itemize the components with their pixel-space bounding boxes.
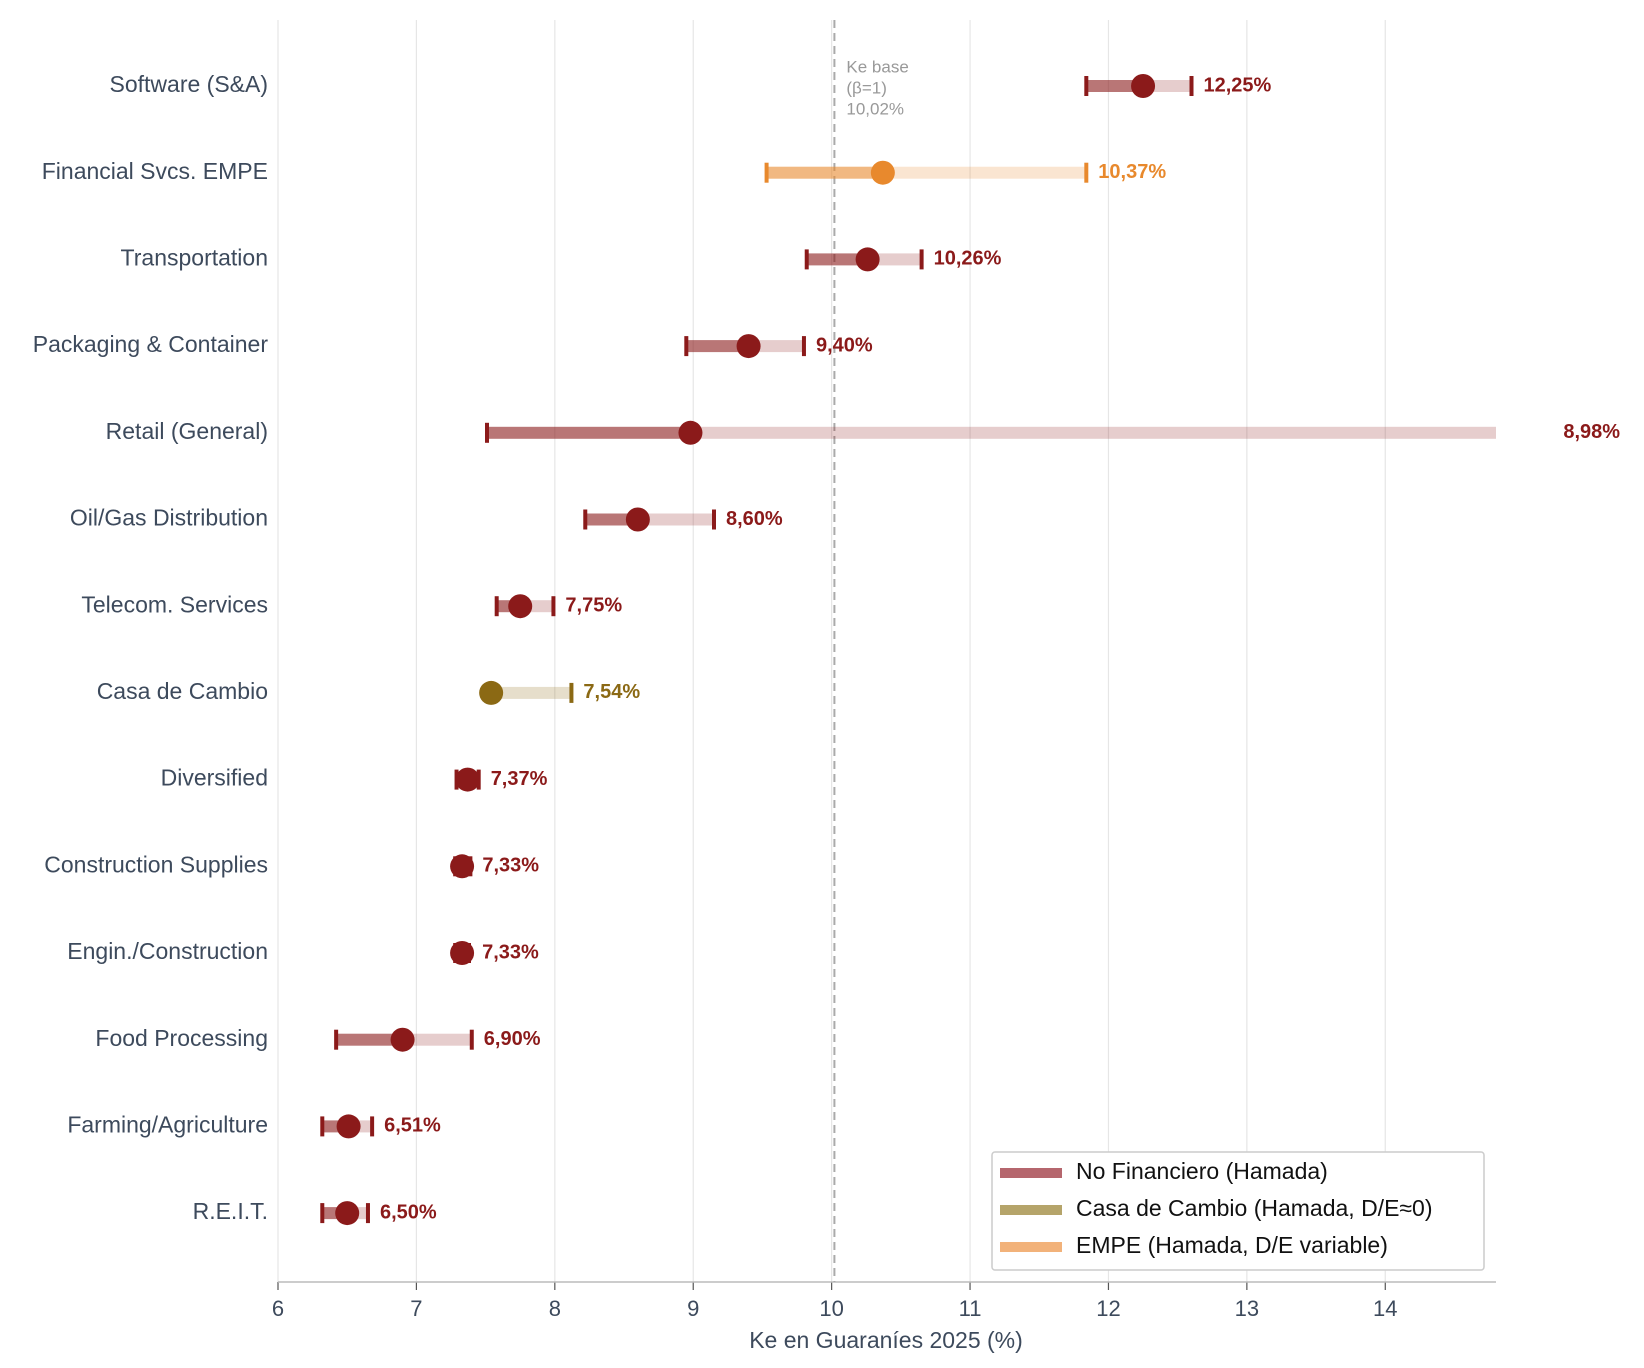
range-upper bbox=[867, 253, 922, 266]
value-label: 7,54% bbox=[583, 681, 640, 703]
range-upper bbox=[637, 513, 714, 526]
range-lower bbox=[806, 253, 868, 266]
legend-label: EMPE (Hamada, D/E variable) bbox=[1076, 1232, 1388, 1258]
y-tick-label: Software (S&A) bbox=[110, 71, 269, 97]
legend-swatch bbox=[1000, 1242, 1062, 1252]
dot bbox=[335, 1201, 360, 1226]
range-upper bbox=[491, 686, 572, 699]
reference-label: Ke base bbox=[846, 57, 908, 76]
x-tick-label: 12 bbox=[1096, 1296, 1120, 1321]
value-label: 8,98% bbox=[1563, 421, 1620, 443]
x-tick-label: 10 bbox=[819, 1296, 843, 1321]
range-lower bbox=[585, 513, 638, 526]
reference-label: 10,02% bbox=[846, 99, 904, 118]
value-label: 12,25% bbox=[1204, 74, 1272, 96]
value-label: 7,33% bbox=[482, 941, 539, 963]
legend-label: No Financiero (Hamada) bbox=[1076, 1158, 1328, 1184]
y-tick-label: Telecom. Services bbox=[81, 591, 268, 617]
range-upper bbox=[690, 426, 1496, 439]
dot bbox=[1131, 74, 1156, 98]
legend-swatch bbox=[1000, 1205, 1062, 1215]
dot bbox=[678, 420, 703, 445]
legend-box bbox=[991, 1151, 1485, 1271]
y-tick-label: Oil/Gas Distribution bbox=[70, 505, 268, 531]
range-upper bbox=[882, 166, 1087, 179]
x-tick-label: 6 bbox=[272, 1296, 284, 1321]
dot bbox=[450, 941, 475, 965]
dot bbox=[736, 334, 761, 359]
y-tick-label: Diversified bbox=[161, 765, 268, 791]
dot bbox=[455, 767, 480, 792]
y-tick-label: R.E.I.T. bbox=[193, 1198, 268, 1224]
y-tick-label: Food Processing bbox=[95, 1025, 268, 1051]
dot bbox=[479, 680, 504, 705]
dot bbox=[336, 1114, 361, 1139]
y-tick-label: Engin./Construction bbox=[67, 938, 268, 964]
x-tick-label: 11 bbox=[959, 1296, 982, 1321]
dot bbox=[855, 247, 880, 272]
range-lower bbox=[766, 166, 883, 179]
value-label: 9,40% bbox=[816, 334, 873, 356]
reference-label: (β=1) bbox=[846, 78, 886, 97]
range-lower bbox=[1086, 80, 1144, 92]
x-tick-label: 9 bbox=[687, 1296, 699, 1321]
value-label: 10,37% bbox=[1098, 161, 1166, 183]
value-label: 7,33% bbox=[482, 855, 539, 877]
value-label: 6,50% bbox=[380, 1201, 437, 1223]
y-tick-label: Transportation bbox=[121, 244, 268, 270]
range-upper bbox=[402, 1033, 472, 1046]
x-tick-label: 13 bbox=[1235, 1296, 1259, 1321]
x-tick-label: 7 bbox=[410, 1296, 422, 1321]
range-lower bbox=[486, 426, 691, 439]
range-upper bbox=[1143, 80, 1192, 92]
dot bbox=[450, 854, 475, 879]
y-tick-label: Retail (General) bbox=[106, 418, 268, 444]
y-tick-label: Financial Svcs. EMPE bbox=[42, 158, 268, 184]
y-tick-label: Farming/Agriculture bbox=[67, 1111, 268, 1137]
range-lower bbox=[686, 340, 749, 353]
y-tick-label: Casa de Cambio bbox=[97, 678, 268, 704]
dot bbox=[870, 160, 895, 185]
y-tick-label: Construction Supplies bbox=[44, 851, 268, 877]
value-label: 8,60% bbox=[726, 508, 783, 530]
x-axis-label: Ke en Guaraníes 2025 (%) bbox=[749, 1327, 1023, 1353]
legend-label: Casa de Cambio (Hamada, D/E≈0) bbox=[1076, 1195, 1433, 1221]
dot bbox=[390, 1027, 415, 1052]
range-upper bbox=[748, 340, 804, 353]
dot bbox=[508, 594, 533, 619]
value-label: 7,75% bbox=[565, 594, 622, 616]
range-lower bbox=[336, 1033, 403, 1046]
legend-swatch bbox=[1000, 1168, 1062, 1178]
x-tick-label: 8 bbox=[549, 1296, 561, 1321]
value-label: 6,51% bbox=[384, 1115, 441, 1137]
x-tick-label: 14 bbox=[1373, 1296, 1397, 1321]
y-tick-label: Packaging & Container bbox=[33, 331, 269, 357]
dot bbox=[625, 507, 650, 532]
value-label: 7,37% bbox=[491, 768, 548, 790]
value-label: 6,90% bbox=[484, 1028, 541, 1050]
value-label: 10,26% bbox=[934, 248, 1002, 270]
